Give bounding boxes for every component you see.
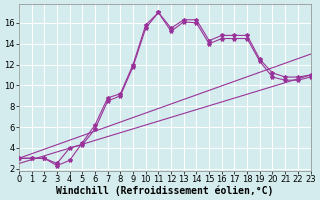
X-axis label: Windchill (Refroidissement éolien,°C): Windchill (Refroidissement éolien,°C) [56, 185, 273, 196]
